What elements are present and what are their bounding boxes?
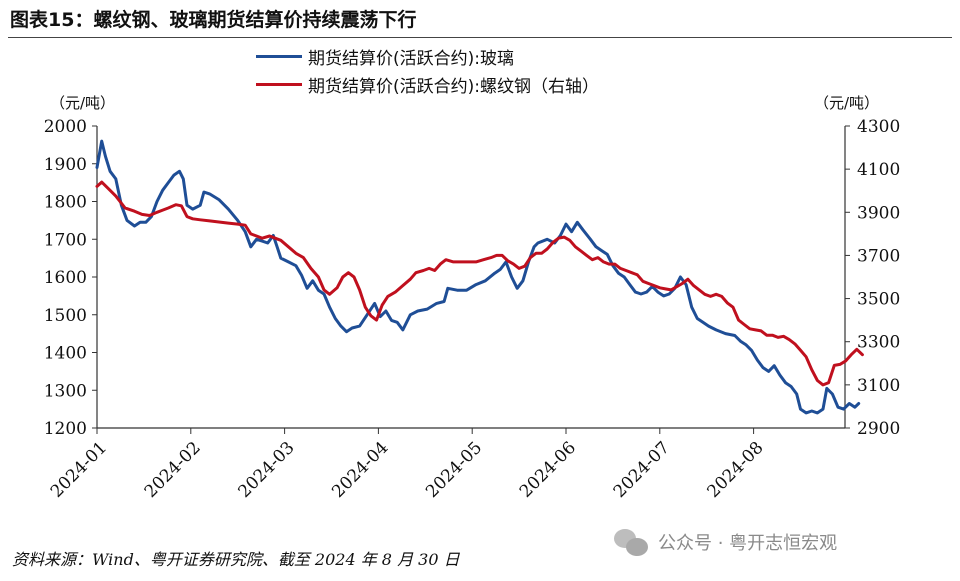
title-divider [8,37,952,38]
x-tick-label: 2024-03 [235,438,299,502]
left-axis-unit: （元/吨） [50,94,116,112]
legend-swatch-rebar [256,82,302,86]
right-axis-unit: （元/吨） [814,94,880,112]
right-tick-label: 3700 [857,246,900,266]
left-tick-label: 1600 [44,268,87,288]
left-tick-label: 1500 [44,306,87,326]
legend-item-rebar: 期货结算价(活跃合约):螺纹钢（右轴） [256,70,599,98]
x-tick-label: 2024-02 [141,438,205,502]
left-tick-label: 1200 [44,419,87,439]
legend: 期货结算价(活跃合约):玻璃 期货结算价(活跃合约):螺纹钢（右轴） [256,42,599,98]
x-tick-label: 2024-07 [610,438,674,502]
legend-label-glass: 期货结算价(活跃合约):玻璃 [308,48,514,69]
legend-swatch-glass [256,54,302,58]
x-tick-label: 2024-05 [422,438,486,502]
legend-label-rebar: 期货结算价(活跃合约):螺纹钢（右轴） [308,76,599,97]
left-tick-label: 2000 [44,117,87,137]
right-tick-label: 4300 [857,117,900,137]
right-tick-label: 3100 [857,376,900,396]
watermark: 公众号 · 粤开志恒宏观 [614,527,837,557]
right-tick-label: 3500 [857,290,900,310]
rebar-series-line [95,180,864,387]
left-tick-label: 1900 [44,155,87,175]
right-tick-label: 2900 [857,419,900,439]
left-tick-label: 1400 [44,344,87,364]
source-note: 资料来源：Wind、粤开证券研究院、截至 2024 年 8 月 30 日 [12,550,460,569]
right-tick-label: 3300 [857,333,900,353]
x-tick-label: 2024-08 [704,438,768,502]
x-tick-label: 2024-01 [47,438,111,502]
right-tick-label: 4100 [857,160,900,180]
legend-item-glass: 期货结算价(活跃合约):玻璃 [256,42,599,70]
left-tick-label: 1300 [44,381,87,401]
wechat-icon [614,527,650,557]
glass-series-line [95,139,861,415]
watermark-text: 公众号 · 粤开志恒宏观 [658,533,838,554]
chart-title: 图表15：螺纹钢、玻璃期货结算价持续震荡下行 [10,9,417,31]
x-tick-label: 2024-06 [516,438,580,502]
left-tick-label: 1800 [44,193,87,213]
right-tick-label: 3900 [857,203,900,223]
left-tick-label: 1700 [44,230,87,250]
x-tick-label: 2024-04 [328,438,392,502]
